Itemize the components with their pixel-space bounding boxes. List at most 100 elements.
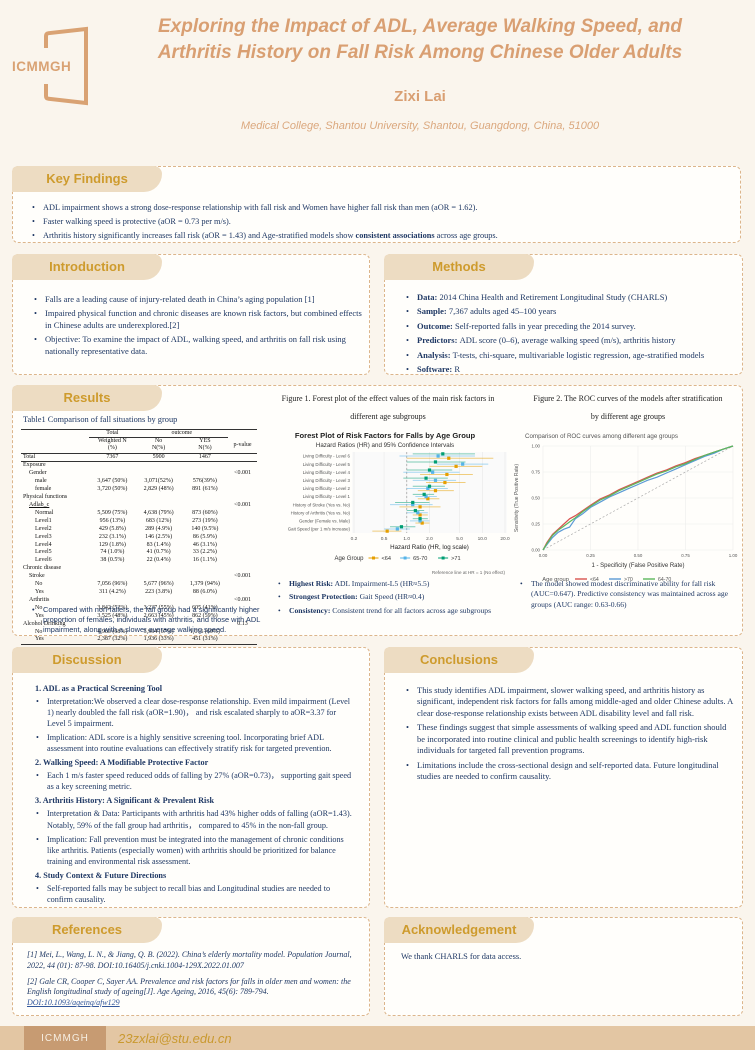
figure1-bullet: Highest Risk: ADL Impairment-L5 (HR≈5.5) bbox=[278, 579, 519, 590]
introduction-header: Introduction bbox=[12, 254, 162, 280]
discussion-bullet: Self-reported falls may be subject to re… bbox=[36, 883, 353, 905]
table-header: No N(%) bbox=[135, 437, 182, 454]
svg-text:1.00: 1.00 bbox=[531, 444, 540, 449]
key-findings-list: ADL impairment shows a strong dose-respo… bbox=[32, 199, 733, 245]
introduction-item: Objective: To examine the impact of ADL,… bbox=[34, 334, 363, 357]
table-row: Exposure bbox=[23, 462, 46, 469]
table-row: Stroke <0.001 bbox=[29, 573, 251, 580]
table-row: Level2 429 (5.8%) 289 (4.9%) 140 (9.5%) bbox=[35, 525, 219, 532]
table-row: No 7,056 (96%) 5,677 (96%) 1,379 (94%) bbox=[35, 581, 220, 588]
svg-text:Living Difficulty - Level 6: Living Difficulty - Level 6 bbox=[303, 454, 351, 459]
conclusion-item: Limitations include the cross-sectional … bbox=[406, 760, 735, 783]
svg-text:20.0: 20.0 bbox=[500, 536, 510, 542]
roc-curves-chart: Comparison of ROC curves among different… bbox=[511, 430, 743, 602]
svg-text:History of Arthritis (Yes vs.: History of Arthritis (Yes vs. No) bbox=[291, 510, 351, 515]
footer-bar: ICMMGH 23zxlai@stu.edu.cn bbox=[0, 1026, 755, 1050]
references-header: References bbox=[12, 917, 162, 943]
footer-email-link[interactable]: 23zxlai@stu.edu.cn bbox=[118, 1030, 232, 1046]
title-line-2: Arthritis History on Fall Risk Among Chi… bbox=[157, 41, 683, 63]
figure2-bullet: The model showed modest discriminative a… bbox=[520, 579, 743, 610]
svg-text:Living Difficulty - Level 1: Living Difficulty - Level 1 bbox=[303, 494, 351, 499]
conclusions-section: Conclusions This study identifies ADL im… bbox=[384, 647, 743, 908]
results-section: Results Table1 Comparison of fall situat… bbox=[12, 385, 743, 646]
title-line-1: Exploring the Impact of ADL, Average Wal… bbox=[158, 16, 682, 37]
methods-item: Software: R bbox=[406, 364, 737, 376]
table-row: Level1 956 (13%) 683 (12%) 273 (19%) bbox=[35, 517, 218, 524]
introduction-item: Falls are a leading cause of injury-rela… bbox=[34, 294, 363, 306]
table-row: female 3,720 (50%) 2,829 (48%) 891 (61%) bbox=[35, 486, 218, 493]
table-row: Total 7367 5900 1467 bbox=[21, 453, 257, 463]
methods-list: Data: 2014 China Health and Retirement L… bbox=[406, 289, 737, 379]
methods-item: Analysis: T-tests, chi-square, multivari… bbox=[406, 350, 737, 362]
acknowledgement-text: We thank CHARLS for data access. bbox=[401, 952, 522, 961]
table-header bbox=[21, 437, 90, 454]
svg-text:1.00: 1.00 bbox=[729, 553, 738, 558]
table-row: Level4 129 (1.8%) 83 (1.4%) 46 (3.1%) bbox=[35, 541, 217, 548]
discussion-heading: 1. ADL as a Practical Screening Tool bbox=[35, 684, 162, 693]
discussion-body: 1. ADL as a Practical Screening Tool Inte… bbox=[33, 680, 359, 908]
key-finding-item: Arthritis history significantly increase… bbox=[32, 230, 733, 241]
table-row: Physical functions bbox=[23, 494, 68, 501]
svg-text:65-70: 65-70 bbox=[413, 556, 427, 562]
svg-text:Forest Plot of Risk Factors fo: Forest Plot of Risk Factors for Falls by… bbox=[295, 431, 476, 440]
references-list: [1] Mei, L., Wang, L. N., & Jiang, Q. B.… bbox=[27, 950, 357, 1014]
logo-text: ICMMGH bbox=[12, 59, 71, 74]
discussion-bullet-list: Interpretation & Data: Participants with… bbox=[36, 808, 353, 867]
table-header: p-value bbox=[228, 437, 257, 454]
svg-text:1.0: 1.0 bbox=[403, 536, 410, 542]
table-title: Table1 Comparison of fall situations by … bbox=[23, 415, 178, 424]
discussion-bullet-list: Each 1 m/s faster speed reduced odds of … bbox=[36, 770, 353, 792]
table-header: YES N(%) bbox=[181, 437, 229, 454]
svg-text:5.0: 5.0 bbox=[456, 536, 463, 542]
svg-text:Hazard Ratio (HR, log scale): Hazard Ratio (HR, log scale) bbox=[390, 544, 469, 551]
svg-text:0.50: 0.50 bbox=[531, 496, 540, 501]
introduction-section: Introduction Falls are a leading cause o… bbox=[12, 254, 370, 375]
reference-item: [1] Mei, L., Wang, L. N., & Jiang, Q. B.… bbox=[27, 950, 352, 970]
svg-text:Age Group: Age Group bbox=[334, 556, 364, 562]
methods-section: Methods Data: 2014 China Health and Reti… bbox=[384, 254, 743, 376]
svg-text:<64: <64 bbox=[382, 556, 392, 562]
affiliation: Medical College, Shantou University, Sha… bbox=[240, 120, 600, 132]
conclusion-item: This study identifies ADL impairment, sl… bbox=[406, 685, 735, 719]
key-finding-item: Faster walking speed is protective (aOR … bbox=[32, 216, 733, 227]
table-row: Adlab_c <0.001 bbox=[29, 502, 251, 508]
svg-text:0.75: 0.75 bbox=[681, 553, 690, 558]
table-group-header bbox=[21, 430, 89, 438]
table-row: Normal 5,509 (75%) 4,638 (79%) 873 (60%) bbox=[35, 509, 218, 516]
poster-title: Exploring the Impact of ADL, Average Wal… bbox=[130, 14, 710, 65]
discussion-bullet: Interpretation & Data: Participants with… bbox=[36, 808, 353, 830]
methods-item: Data: 2014 China Health and Retirement L… bbox=[406, 292, 737, 304]
table-group-header: outcome bbox=[135, 429, 229, 439]
svg-text:>71: >71 bbox=[451, 556, 461, 562]
svg-text:0.75: 0.75 bbox=[531, 470, 540, 475]
svg-text:Living Difficulty - Level 3: Living Difficulty - Level 3 bbox=[303, 478, 351, 483]
key-findings-header: Key Findings bbox=[12, 166, 162, 192]
discussion-bullet-list: Interpretation:We observed a clear dose-… bbox=[36, 696, 353, 754]
svg-text:Hazard Ratios (HR) and 95% Con: Hazard Ratios (HR) and 95% Confidence In… bbox=[316, 442, 454, 449]
footer-logo: ICMMGH bbox=[24, 1026, 106, 1050]
key-findings-section: Key Findings ADL impairment shows a stro… bbox=[12, 166, 741, 243]
table-row: Arthritis <0.001 bbox=[29, 596, 251, 603]
methods-item: Sample: 7,367 adults aged 45–100 years bbox=[406, 306, 737, 318]
methods-item: Predictors: ADL score (0–6), average wal… bbox=[406, 335, 737, 347]
figure1-caption: Figure 1. Forest plot of the effect valu… bbox=[259, 394, 517, 421]
figure1-bullet: Strongest Protection: Gait Speed (HR≈0.4… bbox=[278, 592, 519, 603]
svg-text:0.00: 0.00 bbox=[531, 548, 540, 553]
svg-text:Living Difficulty - Level 2: Living Difficulty - Level 2 bbox=[303, 486, 351, 491]
svg-text:Living Difficulty - Level 4: Living Difficulty - Level 4 bbox=[303, 470, 351, 475]
figure2-caption: Figure 2. The ROC curves of the models a… bbox=[515, 394, 741, 421]
table-group-header: Total bbox=[89, 429, 136, 439]
svg-text:Reference line at HR = 1 (No e: Reference line at HR = 1 (No effect) bbox=[432, 570, 506, 575]
figure2-caption-line2: by different age groups bbox=[590, 412, 666, 421]
poster-header: ICMMGH Exploring the Impact of ADL, Aver… bbox=[0, 0, 755, 160]
figure1-bullets: Highest Risk: ADL Impairment-L5 (HR≈5.5)… bbox=[278, 576, 519, 619]
table-row: Level6 38 (0.5%) 22 (0.4%) 16 (1.1%) bbox=[35, 557, 217, 564]
discussion-bullet-list: Self-reported falls may be subject to re… bbox=[36, 883, 353, 905]
discussion-section: Discussion 1. ADL as a Practical Screeni… bbox=[12, 647, 370, 908]
reference-doi-link[interactable]: DOI:10.1093/ageing/afw129 bbox=[27, 998, 120, 1008]
discussion-heading: 4. Study Context & Future Directions bbox=[35, 870, 167, 880]
discussion-bullet: Implication: ADL score is a highly sensi… bbox=[36, 732, 353, 754]
acknowledgement-section: Acknowledgement We thank CHARLS for data… bbox=[384, 917, 743, 1016]
discussion-bullet: Implication: Fall prevention must be int… bbox=[36, 834, 353, 867]
svg-text:Sensitivity (True Positive Rat: Sensitivity (True Positive Rate) bbox=[514, 464, 520, 533]
